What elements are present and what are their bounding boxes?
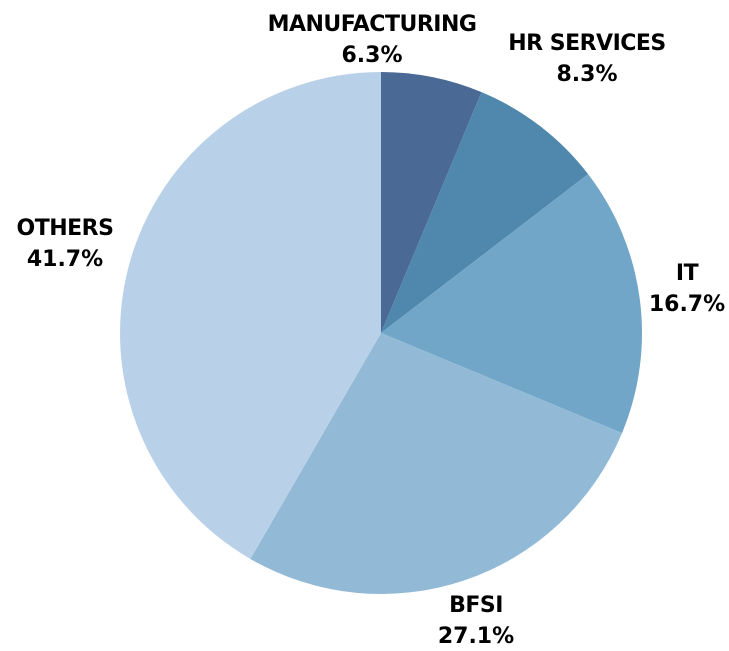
pie-slice-it (381, 174, 642, 434)
slice-category-label: BFSI (449, 593, 503, 618)
slice-category-label: IT (676, 261, 699, 286)
slice-value-label: 27.1% (438, 624, 514, 649)
pie-slice-bfsi (250, 333, 623, 594)
slice-value-label: 6.3% (341, 43, 402, 68)
slices-layer (120, 72, 642, 594)
pie-slice-hr-services (381, 92, 589, 333)
slice-category-label: OTHERS (17, 216, 114, 241)
slice-category-label: MANUFACTURING (268, 12, 477, 37)
slice-value-label: 16.7% (649, 292, 725, 317)
slice-value-label: 41.7% (27, 247, 103, 272)
pie-slice-others (120, 72, 381, 559)
slice-category-label: HR SERVICES (508, 31, 666, 56)
slice-value-label: 8.3% (556, 62, 617, 87)
pie-slice-manufacturing (381, 72, 482, 333)
labels-layer: MANUFACTURING 6.3% HR SERVICES 8.3% IT 16.7% B… (17, 12, 726, 649)
